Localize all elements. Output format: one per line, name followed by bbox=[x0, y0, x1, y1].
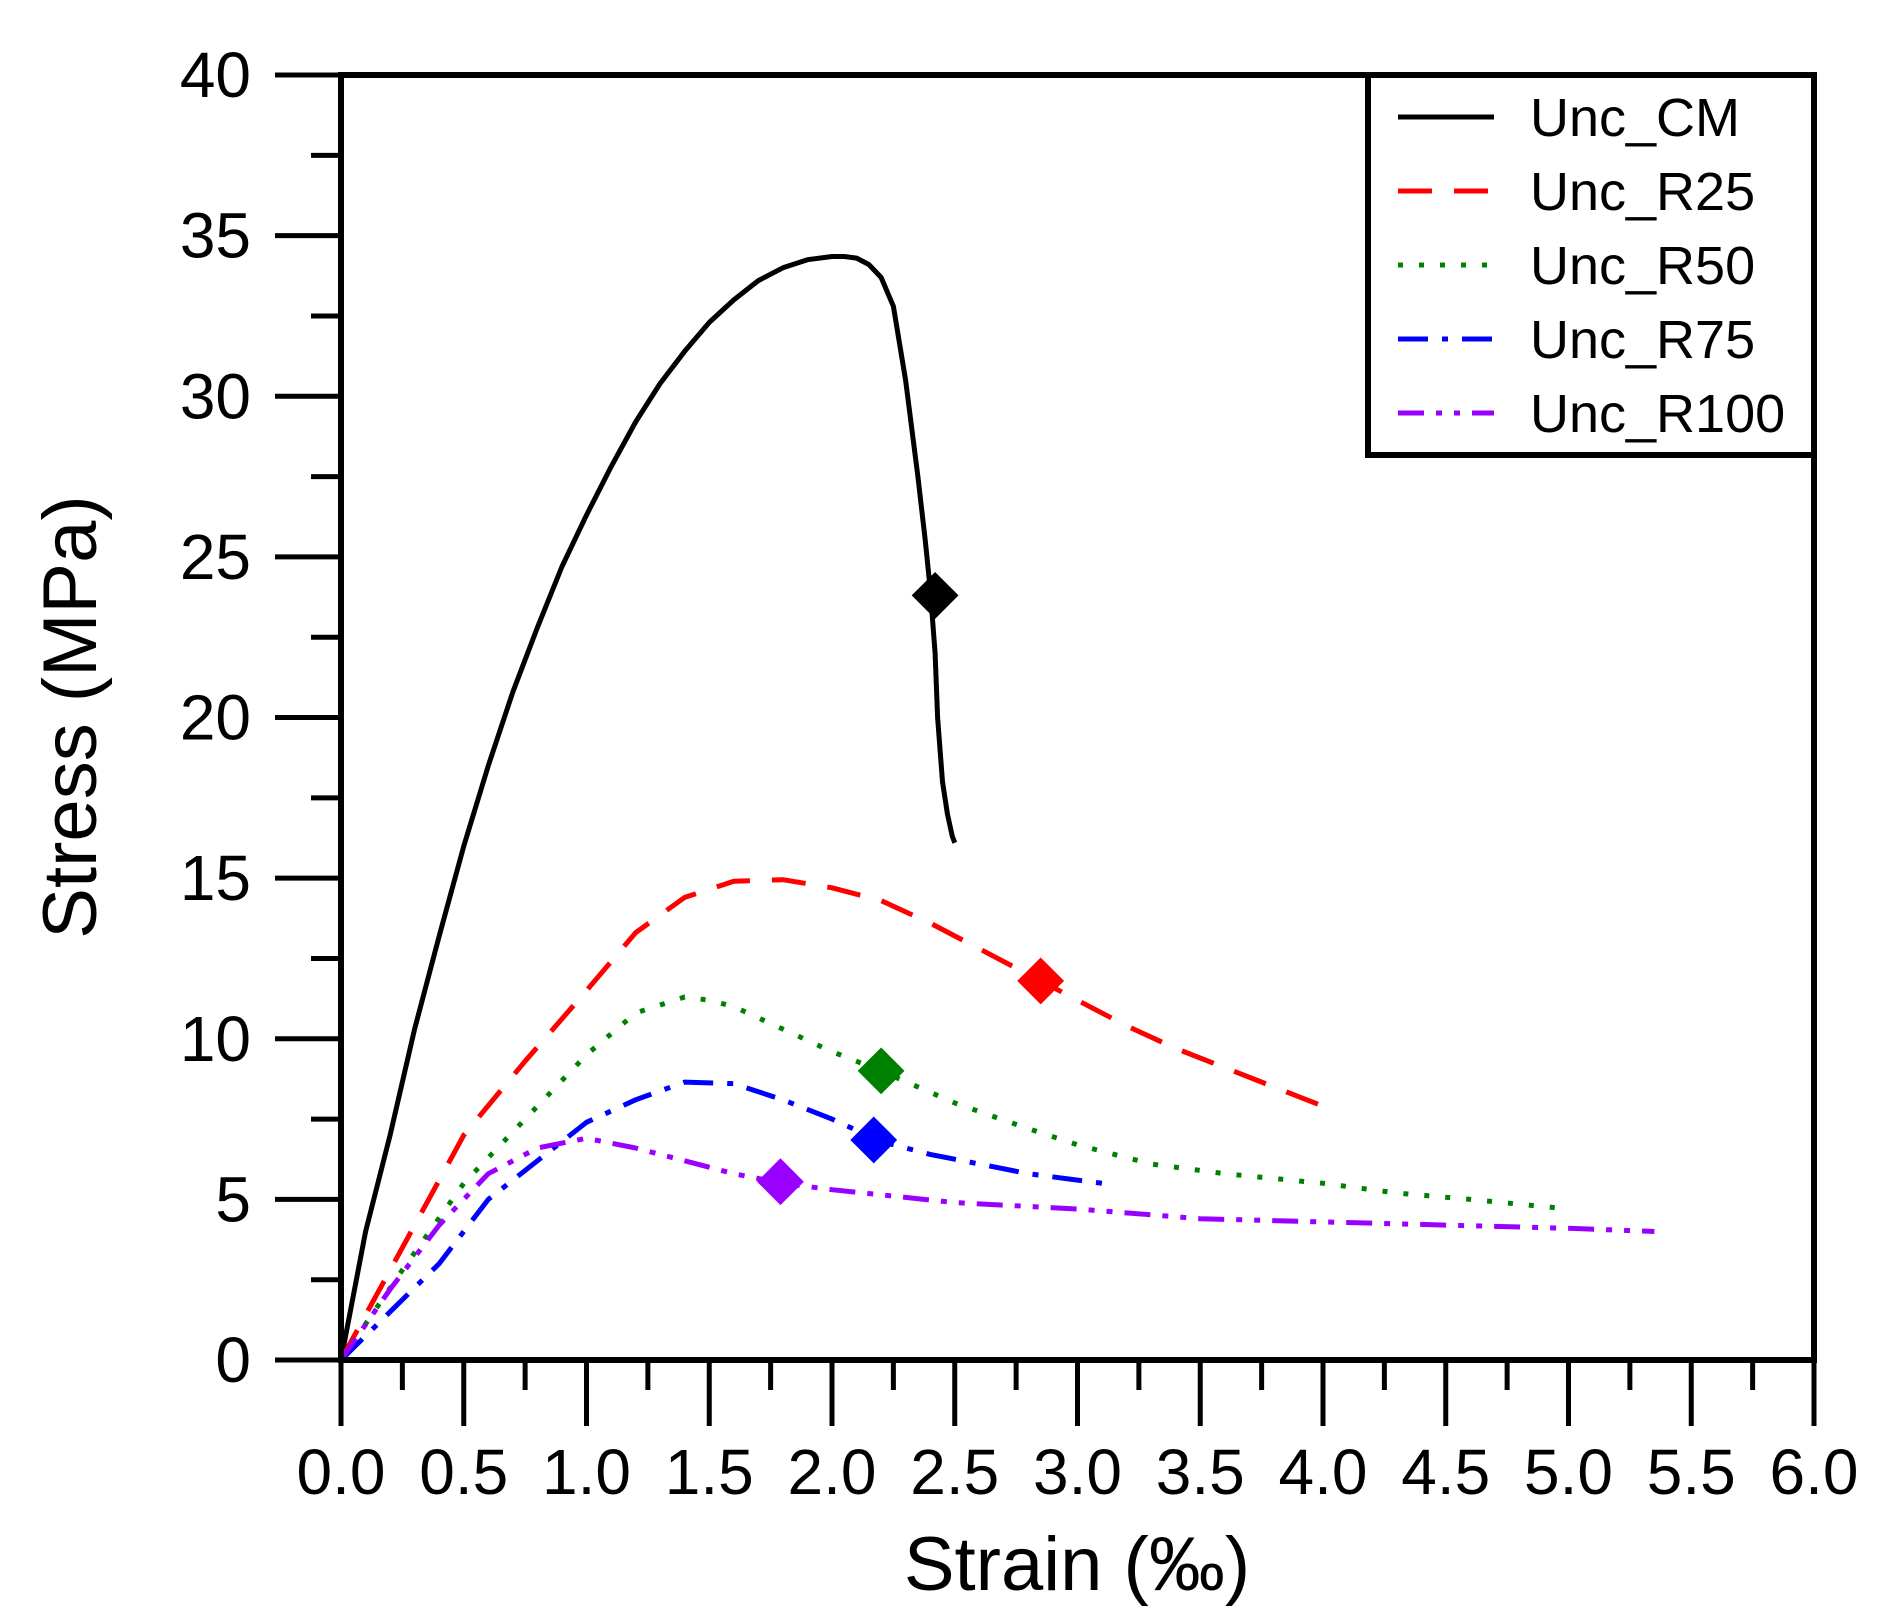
series-line-unc-r50 bbox=[338, 994, 1569, 1362]
x-tick-label: 2.0 bbox=[788, 1436, 877, 1508]
x-tick-label: 5.5 bbox=[1647, 1436, 1736, 1508]
peak-marker-unc-cm bbox=[911, 572, 959, 619]
y-tick-label: 0 bbox=[215, 1324, 251, 1396]
y-axis-title: Stress (MPa) bbox=[28, 495, 113, 938]
x-tick-label: 5.0 bbox=[1524, 1436, 1613, 1508]
x-tick-label: 4.5 bbox=[1401, 1436, 1490, 1508]
series-line-unc-r100 bbox=[338, 1135, 1655, 1362]
x-tick-label: 3.0 bbox=[1033, 1436, 1122, 1508]
y-tick-label: 15 bbox=[180, 842, 251, 914]
x-axis-title: Strain (‰) bbox=[904, 1522, 1250, 1607]
x-tick-label: 3.5 bbox=[1156, 1436, 1245, 1508]
y-tick-label: 30 bbox=[180, 360, 251, 432]
tick-layer: 0 5 10 15 20 25 30 35 40 0.0 0.5 1.0 1.5 2.0 2.5 3.0 3.5… bbox=[180, 39, 1859, 1508]
series-line-unc-r25 bbox=[338, 877, 1337, 1362]
y-tick-label: 40 bbox=[180, 39, 251, 111]
peak-marker-unc-r50 bbox=[857, 1047, 905, 1095]
y-tick-label: 20 bbox=[180, 682, 251, 754]
legend-label-unc-r100: Unc_R100 bbox=[1530, 384, 1785, 444]
legend: Unc_CM Unc_R25 Unc_R50 Unc_R75 Unc_R100 bbox=[1365, 72, 1817, 458]
x-tick-label: 1.0 bbox=[542, 1436, 631, 1508]
series-line-unc-r75 bbox=[339, 1079, 1103, 1362]
legend-label-unc-cm: Unc_CM bbox=[1530, 88, 1740, 148]
y-tick-label: 10 bbox=[180, 1003, 251, 1075]
x-tick-label: 0.5 bbox=[419, 1436, 508, 1508]
legend-label-unc-r50: Unc_R50 bbox=[1530, 236, 1755, 296]
x-tick-label: 4.0 bbox=[1279, 1436, 1368, 1508]
x-tick-label: 0.0 bbox=[297, 1436, 386, 1508]
peak-marker-unc-r100 bbox=[757, 1158, 804, 1206]
marker-layer bbox=[757, 572, 1065, 1206]
x-tick-label: 6.0 bbox=[1770, 1436, 1859, 1508]
x-tick-label: 1.5 bbox=[665, 1436, 754, 1508]
legend-label-unc-r25: Unc_R25 bbox=[1530, 162, 1755, 222]
legend-label-unc-r75: Unc_R75 bbox=[1530, 310, 1755, 370]
peak-marker-unc-r75 bbox=[850, 1116, 898, 1164]
y-tick-label: 35 bbox=[180, 200, 251, 272]
x-tick-label: 2.5 bbox=[910, 1436, 999, 1508]
peak-marker-unc-r25 bbox=[1017, 957, 1065, 1005]
y-tick-label: 25 bbox=[180, 521, 251, 593]
y-tick-label: 5 bbox=[215, 1163, 251, 1235]
